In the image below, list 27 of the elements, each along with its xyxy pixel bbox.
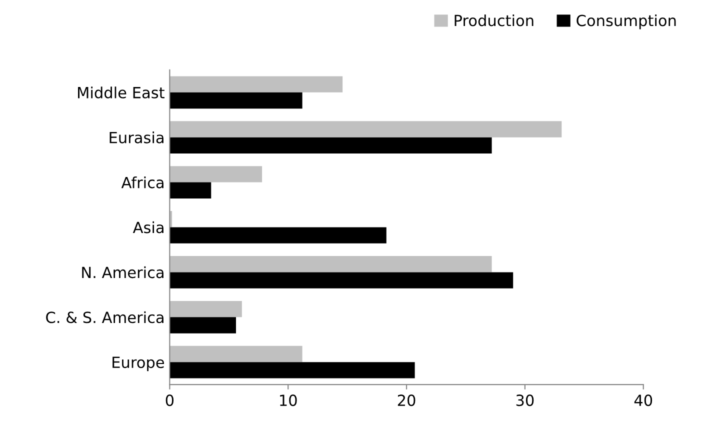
x-tick-label: 20: [398, 394, 416, 406]
legend-label: Consumption: [576, 14, 676, 30]
x-tick-label: 10: [280, 394, 297, 406]
bar: [170, 362, 415, 378]
legend-label: Production: [454, 14, 534, 26]
y-tick-label: Eurasia: [110, 132, 164, 144]
bar: [170, 346, 302, 362]
bar: [170, 166, 262, 182]
y-tick-label: N. America: [82, 266, 164, 278]
bar: [170, 317, 236, 334]
bar: [170, 137, 492, 154]
bar: [170, 300, 242, 318]
y-tick-label: Middle East: [78, 86, 164, 98]
y-tick-label: Africa: [121, 176, 164, 188]
bar: [170, 272, 514, 288]
bar: [170, 182, 212, 198]
bar: [170, 121, 562, 138]
bar: [170, 76, 343, 92]
x-tick-label: 0: [166, 394, 174, 406]
y-tick-label: Asia: [132, 221, 164, 234]
bar: [170, 227, 386, 244]
bar: [170, 256, 492, 272]
x-tick-label: 30: [516, 394, 534, 406]
x-tick-label: 40: [634, 394, 652, 406]
y-tick-label: C. & S. America: [46, 311, 164, 324]
y-tick-label: Europe: [112, 356, 164, 372]
bar: [170, 92, 302, 109]
